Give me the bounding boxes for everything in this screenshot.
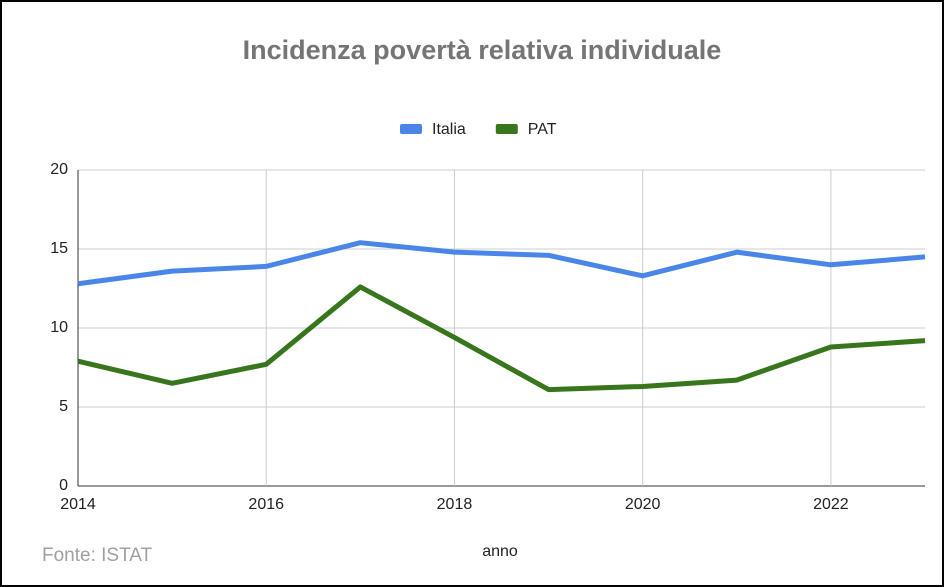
- legend-label: PAT: [528, 121, 557, 138]
- legend-swatch: [495, 124, 518, 134]
- legend-label: Italia: [432, 121, 466, 138]
- x-tick-label: 2018: [437, 496, 473, 513]
- y-tick-label: 20: [50, 161, 68, 178]
- y-tick-label: 0: [59, 477, 68, 494]
- x-axis-label: anno: [482, 543, 518, 560]
- y-tick-label: 10: [50, 319, 68, 336]
- chart-title: Incidenza povertà relativa individuale: [243, 35, 722, 65]
- x-tick-label: 2022: [813, 496, 849, 513]
- series-line: [77, 284, 926, 393]
- legend-swatch: [400, 124, 422, 134]
- x-tick-label: 2020: [625, 496, 661, 513]
- y-tick-label: 15: [50, 240, 68, 257]
- x-tick-label: 2016: [248, 496, 284, 513]
- source-note: Fonte: ISTAT: [42, 545, 153, 566]
- series-line: [77, 240, 926, 287]
- y-tick-label: 5: [59, 398, 68, 415]
- x-tick-label: 2014: [60, 496, 96, 513]
